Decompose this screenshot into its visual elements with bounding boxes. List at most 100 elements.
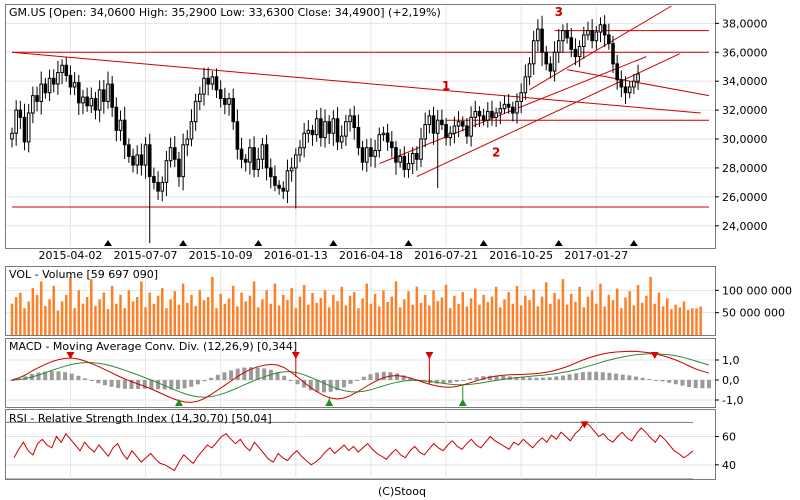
macd-histogram-bar (614, 373, 619, 380)
macd-histogram-bar (454, 380, 459, 382)
macd-histogram-bar (162, 380, 167, 390)
volume-bar (682, 301, 686, 335)
volume-bar (56, 310, 60, 335)
candle-body-down (369, 147, 373, 157)
x-axis-date-labels: 2015-04-02 2015-07-07 2015-10-09 2016-01-13… (38, 249, 628, 262)
macd-histogram-bar (660, 380, 665, 382)
candle-body-up (181, 144, 185, 178)
volume-bar (515, 285, 519, 335)
candle-body-down (51, 77, 56, 85)
candle-body-down (147, 144, 152, 178)
volume-bar (390, 296, 394, 335)
macd-histogram-bar (169, 380, 174, 390)
macd-histogram-bar (341, 380, 346, 388)
candle-body-up (498, 108, 503, 114)
volume-bar (110, 285, 114, 335)
volume-bar (248, 295, 252, 335)
candle-body-up (448, 132, 453, 139)
candle-body-down (490, 111, 494, 118)
macd-histogram-bar (248, 367, 253, 380)
candle-body-up (577, 45, 582, 58)
volume-bar (415, 286, 419, 335)
volume-bar (236, 306, 239, 335)
volume-bar (35, 294, 39, 335)
macd-histogram-bar (36, 372, 41, 380)
candle-body-up (185, 138, 190, 146)
macd-histogram-bar (700, 380, 705, 389)
macd-histogram-bar (680, 380, 685, 386)
macd-histogram-bar (448, 380, 453, 383)
volume-bar (478, 304, 481, 335)
candle-body-down (335, 118, 340, 143)
candle-body-up (519, 92, 523, 102)
candle-body-down (506, 103, 511, 108)
candle-body-down (481, 115, 486, 121)
volume-bar (423, 294, 427, 335)
candle-body-down (511, 106, 515, 114)
macd-histogram-bar (501, 376, 506, 380)
candle-body-up (523, 76, 528, 94)
candle-body-down (264, 144, 269, 169)
macd-panel: -1,0 0,0 1,0 MACD - Moving Average Conv. D… (5, 338, 743, 408)
volume-bar (327, 307, 331, 335)
date-tick-label: 2016-07-21 (414, 249, 478, 262)
volume-bar (565, 304, 569, 335)
volume-bar (674, 304, 677, 335)
rsi-panel: 40 60 RSI - Relative Strength Index (14,3… (5, 409, 736, 480)
candle-body-down (231, 98, 235, 123)
volume-bar (60, 301, 64, 335)
candle-body-down (239, 148, 244, 160)
macd-histogram-bar (693, 380, 698, 388)
candle-body-down (607, 34, 611, 45)
macd-histogram-bar (620, 374, 625, 380)
candle-body-down (615, 63, 619, 81)
macd-histogram-bar (487, 375, 492, 380)
candle-body-down (431, 115, 436, 134)
candle-body-down (43, 83, 48, 94)
volume-bar (39, 281, 43, 335)
macd-histogram-bar (368, 374, 373, 380)
date-tick-label: 2016-04-18 (339, 249, 403, 262)
candle-body-down (68, 74, 73, 88)
macd-histogram-bar (69, 373, 74, 380)
macd-histogram-bar (302, 380, 307, 388)
volume-bar (315, 302, 318, 335)
price-tick-label: 24,0000 (722, 220, 768, 233)
candle-body-down (22, 116, 27, 143)
rsi-tick-label: 40 (722, 459, 736, 472)
volume-bar (85, 297, 89, 335)
candle-body-up (556, 40, 561, 53)
macd-histogram-bar (242, 367, 247, 380)
volume-bar (261, 299, 264, 335)
macd-histogram-bar (83, 378, 88, 380)
volume-bar (298, 296, 302, 335)
macd-histogram-bar (348, 380, 353, 384)
macd-histogram-bar (275, 372, 280, 380)
candle-body-up (81, 96, 85, 104)
macd-histogram-bar (209, 377, 214, 380)
macd-histogram-bar (494, 375, 499, 380)
volume-bar (494, 286, 498, 335)
volume-panel-title: VOL - Volume [59 697 090] (9, 268, 158, 281)
volume-bar (524, 295, 527, 335)
volume-bar (98, 299, 101, 335)
macd-histogram-bar (580, 372, 585, 380)
candle-body-down (460, 121, 465, 127)
volume-bar (403, 299, 406, 335)
rsi-panel-frame (5, 409, 716, 480)
volume-bar (582, 307, 586, 335)
macd-histogram-bar (175, 380, 180, 390)
volume-bar (152, 303, 156, 335)
price-tick-label: 26,0000 (722, 191, 768, 204)
trendline (529, 5, 672, 91)
macd-histogram-bar (633, 376, 638, 380)
volume-bar (273, 283, 277, 335)
volume-bar (574, 301, 577, 335)
macd-histogram-bar (401, 375, 406, 380)
volume-bar (411, 304, 414, 335)
candle-body-up (31, 95, 35, 114)
candle-body-down (18, 109, 23, 118)
macd-histogram-bar (142, 380, 147, 389)
macd-histogram-bar (149, 380, 154, 389)
volume-bar (27, 301, 30, 335)
